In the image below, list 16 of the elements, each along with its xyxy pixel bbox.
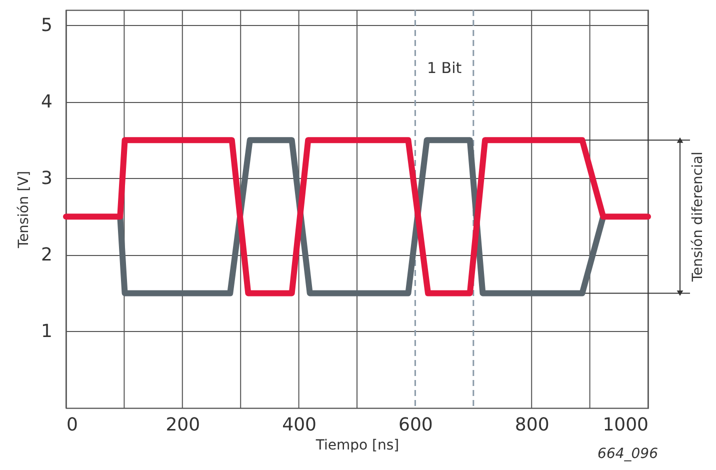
x-axis-title: Tiempo [ns] xyxy=(314,438,400,454)
y-tick-label: 2 xyxy=(41,244,52,266)
x-tick-label: 600 xyxy=(398,414,433,436)
y-tick-label: 1 xyxy=(41,320,52,342)
text: Tensión diferencial xyxy=(690,152,706,283)
x-tick-label: 400 xyxy=(282,414,316,436)
y-tick-label: 4 xyxy=(41,91,52,112)
y-tick-label: 3 xyxy=(41,168,52,189)
x-tick-label: 0 xyxy=(66,414,78,436)
y-axis-title: Tensión [V] xyxy=(16,170,32,250)
x-tick-label: 800 xyxy=(514,414,550,436)
annotation: 1 Bit xyxy=(426,59,462,77)
x-tick-label: 200 xyxy=(166,414,200,436)
y-tick-label: 5 xyxy=(41,14,52,36)
x-tick-label: 1000 xyxy=(602,414,648,436)
text: 664_096 xyxy=(598,446,658,462)
